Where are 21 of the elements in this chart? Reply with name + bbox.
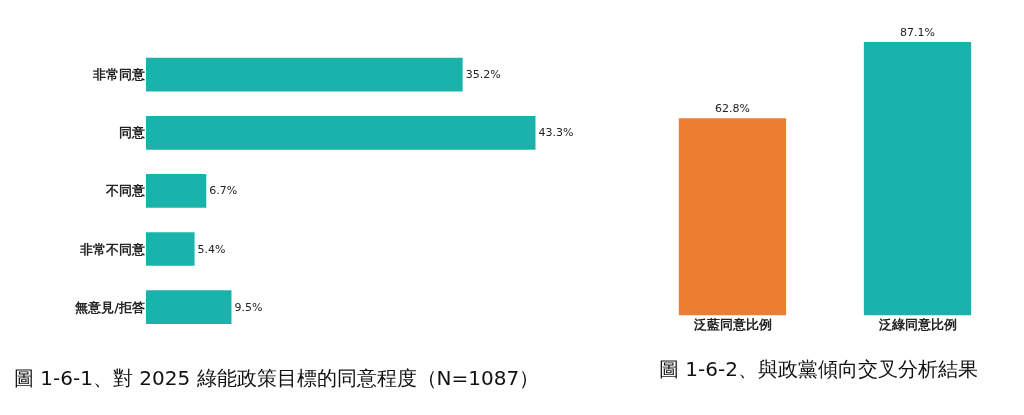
bar xyxy=(146,290,232,324)
bar xyxy=(146,232,195,266)
data-label: 9.5% xyxy=(234,300,263,314)
y-tick-label: 同意 xyxy=(119,125,146,141)
bar xyxy=(146,115,536,150)
data-label: 43.3% xyxy=(538,126,574,140)
x-tick-label: 泛藍同意比例 xyxy=(692,317,772,333)
text: 圖 1-6-2、與政黨傾向交叉分析結果 xyxy=(659,357,978,381)
data-label: 6.7% xyxy=(209,184,238,198)
x-tick-label: 泛綠同意比例 xyxy=(877,317,957,333)
data-label: 87.1% xyxy=(900,26,935,40)
bar xyxy=(146,174,207,208)
data-label: 5.4% xyxy=(197,242,226,256)
data-label: 62.8% xyxy=(715,102,750,116)
y-tick-label: 不同意 xyxy=(105,183,146,199)
text: 圖 1-6-1、對 2025 綠能政策目標的同意程度（N=1087） xyxy=(14,366,540,390)
y-tick-label: 無意見/拒答 xyxy=(74,299,145,315)
y-tick-label: 非常不同意 xyxy=(79,241,146,257)
bar xyxy=(146,57,463,92)
data-label: 35.2% xyxy=(465,68,501,82)
y-tick-label: 非常同意 xyxy=(92,67,146,83)
